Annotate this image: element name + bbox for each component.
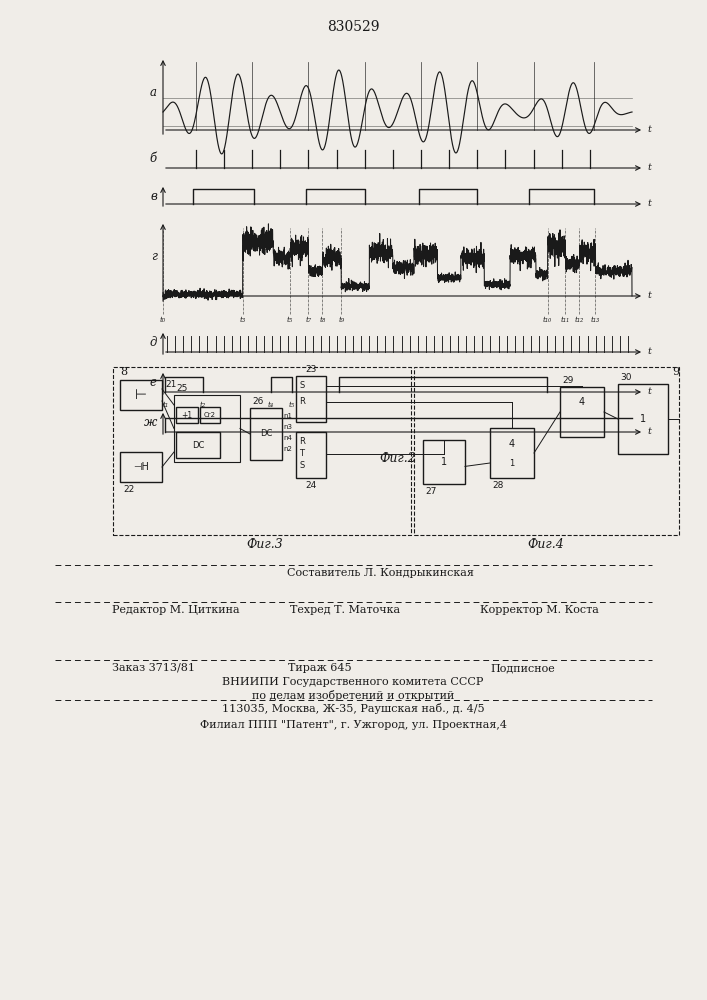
Text: t₁₂: t₁₂: [575, 316, 584, 324]
Text: R: R: [299, 397, 305, 406]
Text: в: в: [150, 190, 157, 202]
Text: 21: 21: [165, 380, 176, 389]
Text: 24: 24: [305, 481, 317, 490]
Bar: [560, 387, 604, 437]
Text: 9: 9: [672, 367, 679, 377]
Text: Составитель Л. Кондрыкинская: Составитель Л. Кондрыкинская: [286, 568, 474, 578]
Text: t₁₁: t₁₁: [561, 316, 570, 324]
Text: t₁₀: t₁₀: [543, 316, 552, 324]
Text: t₈: t₈: [320, 316, 325, 324]
Bar: [120, 452, 162, 482]
Text: Тираж 645: Тираж 645: [288, 663, 352, 673]
Text: д: д: [149, 336, 157, 349]
Text: 23: 23: [305, 365, 317, 374]
Bar: [176, 407, 198, 423]
Text: t₂: t₂: [200, 401, 206, 409]
Text: 830529: 830529: [327, 20, 379, 34]
Text: t₃: t₃: [240, 316, 246, 324]
Text: 26: 26: [252, 397, 264, 406]
Text: Корректор М. Коста: Корректор М. Коста: [480, 605, 599, 615]
Bar: [296, 376, 326, 422]
Text: t₀: t₀: [160, 316, 166, 324]
Text: t: t: [647, 348, 651, 357]
Text: 1: 1: [441, 457, 447, 467]
Text: Фиг.4: Фиг.4: [527, 538, 564, 551]
Text: t₉: t₉: [338, 316, 344, 324]
Text: t₅: t₅: [286, 316, 293, 324]
Text: t: t: [647, 163, 651, 172]
Text: Фиг.2: Фиг.2: [379, 452, 416, 465]
Text: +1: +1: [182, 410, 192, 420]
Text: ВНИИПИ Государственного комитета СССР: ВНИИПИ Государственного комитета СССР: [222, 677, 484, 687]
Text: DC: DC: [192, 440, 204, 450]
Text: ж: ж: [144, 416, 157, 428]
Text: t: t: [647, 387, 651, 396]
Bar: [120, 380, 162, 410]
Text: 22: 22: [123, 485, 134, 494]
Text: г: г: [151, 249, 157, 262]
Text: по делам изобретений и открытий: по делам изобретений и открытий: [252, 690, 454, 701]
Text: Филиал ППП "Патент", г. Ужгород, ул. Проектная,4: Филиал ППП "Патент", г. Ужгород, ул. Про…: [199, 720, 506, 730]
Text: t₅: t₅: [289, 401, 295, 409]
Bar: [618, 384, 668, 454]
Text: n4: n4: [283, 435, 292, 441]
Text: R: R: [299, 438, 305, 446]
Text: t: t: [647, 428, 651, 436]
Bar: [174, 395, 240, 462]
Text: t₇: t₇: [305, 316, 312, 324]
Text: t₁₃: t₁₃: [591, 316, 600, 324]
Text: 28: 28: [492, 481, 503, 490]
Text: DC: DC: [259, 430, 272, 438]
Text: 27: 27: [425, 487, 436, 496]
Text: S: S: [299, 462, 304, 471]
Text: n3: n3: [283, 424, 292, 430]
Text: t₁: t₁: [163, 401, 168, 409]
Text: ⊢: ⊢: [135, 388, 147, 402]
Text: 1: 1: [509, 458, 515, 468]
Bar: [296, 432, 326, 478]
Text: е: е: [150, 375, 157, 388]
Text: t₄: t₄: [268, 401, 274, 409]
Text: 113035, Москва, Ж-35, Раушская наб., д. 4/5: 113035, Москва, Ж-35, Раушская наб., д. …: [222, 703, 484, 714]
Text: 29: 29: [562, 376, 573, 385]
Bar: [490, 428, 534, 478]
Text: T: T: [299, 450, 304, 458]
Text: 4: 4: [579, 397, 585, 407]
Bar: [200, 407, 220, 423]
Text: Cr2: Cr2: [204, 412, 216, 418]
Text: t: t: [647, 200, 651, 209]
Text: Подписное: Подписное: [490, 663, 555, 673]
Bar: [113, 367, 411, 535]
Text: а: а: [150, 86, 157, 99]
Text: 25: 25: [176, 384, 187, 393]
Text: б: б: [150, 151, 157, 164]
Text: ⊣H: ⊣H: [133, 462, 149, 472]
Text: Заказ 3713/81: Заказ 3713/81: [112, 663, 195, 673]
Text: t: t: [647, 125, 651, 134]
Bar: [176, 432, 220, 458]
Text: t: t: [647, 292, 651, 300]
Text: 1: 1: [640, 414, 646, 424]
Text: 4: 4: [509, 439, 515, 449]
Text: Техред Т. Маточка: Техред Т. Маточка: [290, 605, 400, 615]
Bar: [423, 440, 465, 484]
Text: Редактор М. Циткина: Редактор М. Циткина: [112, 605, 240, 615]
Bar: [250, 408, 282, 460]
Text: 8: 8: [120, 367, 127, 377]
Text: S: S: [299, 381, 304, 390]
Text: Фиг.3: Фиг.3: [247, 538, 284, 551]
Text: n2: n2: [283, 446, 292, 452]
Text: 30: 30: [620, 373, 631, 382]
Bar: [414, 367, 679, 535]
Text: n1: n1: [283, 413, 292, 419]
